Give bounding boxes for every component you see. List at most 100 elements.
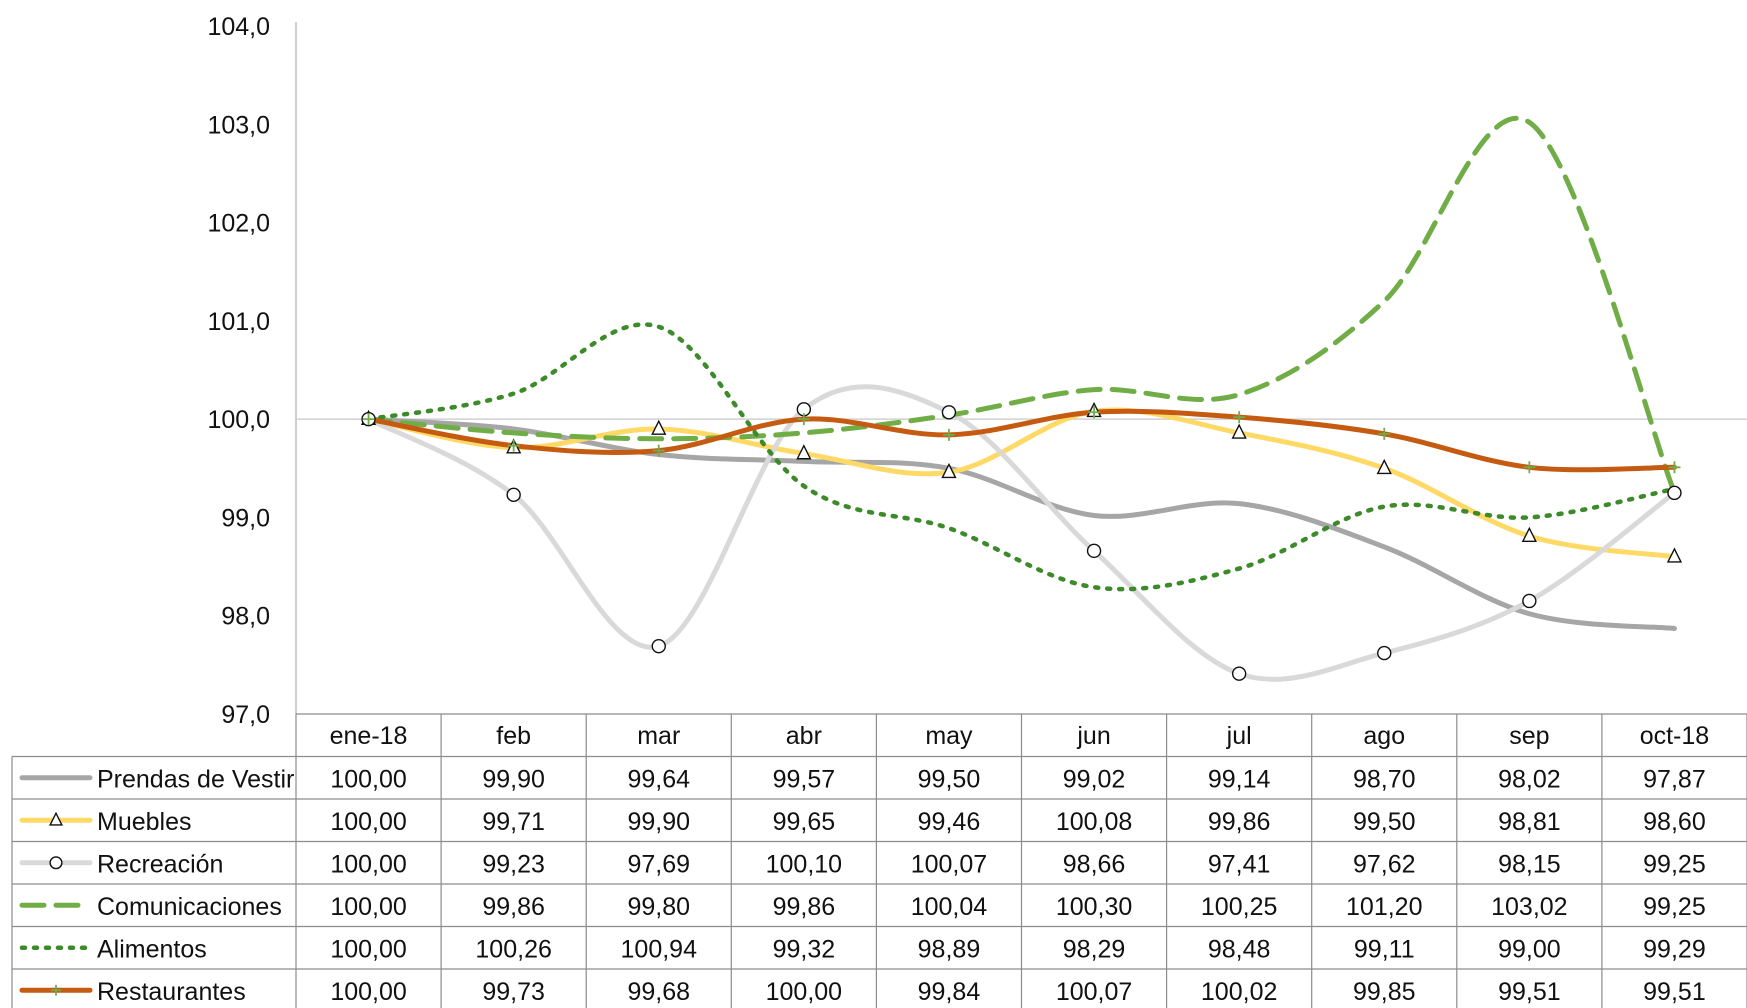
data-label: 101,20 [1346, 893, 1422, 921]
legend-label: Restaurantes [97, 978, 246, 1006]
y-tick-label: 99,0 [221, 504, 270, 532]
data-label: 98,81 [1498, 808, 1561, 836]
series-line-1 [366, 407, 1677, 560]
data-label: 100,00 [330, 978, 406, 1006]
data-point [506, 487, 521, 503]
data-label: 100,00 [330, 808, 406, 836]
series-line-5 [366, 408, 1677, 473]
data-label: 100,07 [911, 851, 987, 879]
data-label: 98,70 [1353, 766, 1416, 794]
y-tick-label: 102,0 [207, 210, 270, 238]
data-label: 99,71 [482, 808, 545, 836]
data-label: 99,86 [1208, 808, 1271, 836]
data-label: 99,51 [1498, 978, 1561, 1006]
data-label: 100,94 [621, 936, 698, 964]
data-label: 99,50 [1353, 808, 1416, 836]
data-table: ene-18 feb mar abr may jun jul ago sep oct-18 Pren… [11, 713, 1747, 1008]
data-label: 99,86 [773, 893, 836, 921]
data-label: 99,86 [482, 893, 545, 921]
data-point [651, 419, 667, 435]
data-point [1376, 458, 1392, 475]
data-label: 99,29 [1643, 936, 1706, 964]
series-lines [366, 116, 1677, 682]
x-tick-label: feb [496, 722, 531, 750]
data-label: 97,62 [1353, 851, 1416, 879]
data-label: 99,14 [1208, 766, 1271, 794]
data-label: 99,80 [627, 893, 690, 921]
y-tick-label: 101,0 [207, 308, 270, 336]
data-point [1523, 461, 1536, 474]
data-label: 100,00 [766, 978, 842, 1006]
data-point [941, 405, 957, 420]
data-label: 100,10 [766, 851, 842, 879]
data-point [1233, 411, 1246, 424]
data-label: 99,57 [773, 766, 836, 794]
data-point [942, 428, 955, 441]
data-point [1088, 406, 1101, 419]
series-line-2 [366, 384, 1677, 682]
legend-label: Comunicaciones [97, 893, 282, 921]
data-label: 99,25 [1643, 893, 1706, 921]
data-point [797, 413, 810, 426]
data-label: 103,02 [1491, 893, 1567, 921]
data-label: 99,00 [1498, 936, 1561, 964]
table-row: Recreación 100,00 99,23 97,69 100,10 100,07 98… [19, 851, 1706, 879]
data-point [1086, 543, 1102, 559]
data-point [796, 444, 812, 460]
y-tick-label: 98,0 [221, 603, 270, 631]
x-tick-label: sep [1509, 722, 1549, 750]
table-row: Prendas de Vestir 100,00 99,90 99,64 99,57 99… [19, 766, 1706, 794]
data-label: 98,60 [1643, 808, 1706, 836]
data-label: 100,00 [330, 851, 406, 879]
data-point [941, 462, 957, 479]
data-label: 99,64 [627, 766, 690, 794]
data-point [1378, 427, 1391, 440]
data-label: 99,11 [1354, 936, 1415, 964]
legend-label: Recreación [97, 851, 223, 879]
data-label: 100,07 [1056, 978, 1132, 1006]
data-label: 100,08 [1056, 808, 1132, 836]
x-tick-label: may [925, 722, 973, 750]
data-label: 98,48 [1208, 936, 1271, 964]
data-label: 98,29 [1063, 936, 1126, 964]
x-tick-label: jun [1076, 722, 1110, 750]
data-label: 100,00 [330, 936, 406, 964]
x-tick-label: abr [786, 722, 822, 750]
legend-triangle-icon [49, 811, 63, 826]
data-point [362, 413, 375, 426]
legend-circle-icon [49, 856, 63, 870]
x-tick-label: oct-18 [1640, 722, 1709, 750]
data-label: 99,02 [1063, 766, 1126, 794]
y-tick-label: 103,0 [207, 111, 270, 139]
series-line-0 [366, 416, 1677, 631]
data-point [1666, 547, 1683, 563]
data-point [507, 439, 520, 452]
data-label: 100,00 [330, 766, 406, 794]
series-line-4 [366, 322, 1677, 592]
data-point [1668, 461, 1681, 474]
series-line-3 [366, 116, 1677, 496]
data-label: 99,50 [918, 766, 981, 794]
table-row: Alimentos 100,00 100,26 100,94 99,32 98,89 98,… [19, 936, 1706, 964]
data-label: 99,90 [482, 766, 545, 794]
data-label: 98,02 [1498, 766, 1561, 794]
x-tick-label: mar [637, 722, 680, 750]
data-point [1521, 526, 1537, 543]
data-label: 99,65 [773, 808, 836, 836]
x-tick-label: jul [1226, 722, 1252, 750]
data-point [1667, 485, 1682, 501]
data-point [1231, 666, 1247, 681]
data-label: 98,15 [1498, 851, 1561, 879]
data-point [1231, 423, 1247, 439]
y-tick-labels: 97,0 98,0 99,0 100,0 101,0 102,0 103,0 104,0 [207, 13, 270, 729]
data-label: 99,46 [918, 808, 981, 836]
data-label: 100,26 [475, 936, 551, 964]
data-point [1522, 593, 1537, 609]
data-label: 99,32 [773, 936, 836, 964]
data-label: 100,25 [1201, 893, 1277, 921]
data-label: 99,85 [1353, 978, 1416, 1006]
data-label: 100,02 [1201, 978, 1277, 1006]
x-tick-labels: ene-18 feb mar abr may jun jul ago sep oct-18 [330, 722, 1710, 750]
data-label: 100,04 [911, 893, 988, 921]
data-label: 98,66 [1063, 851, 1126, 879]
